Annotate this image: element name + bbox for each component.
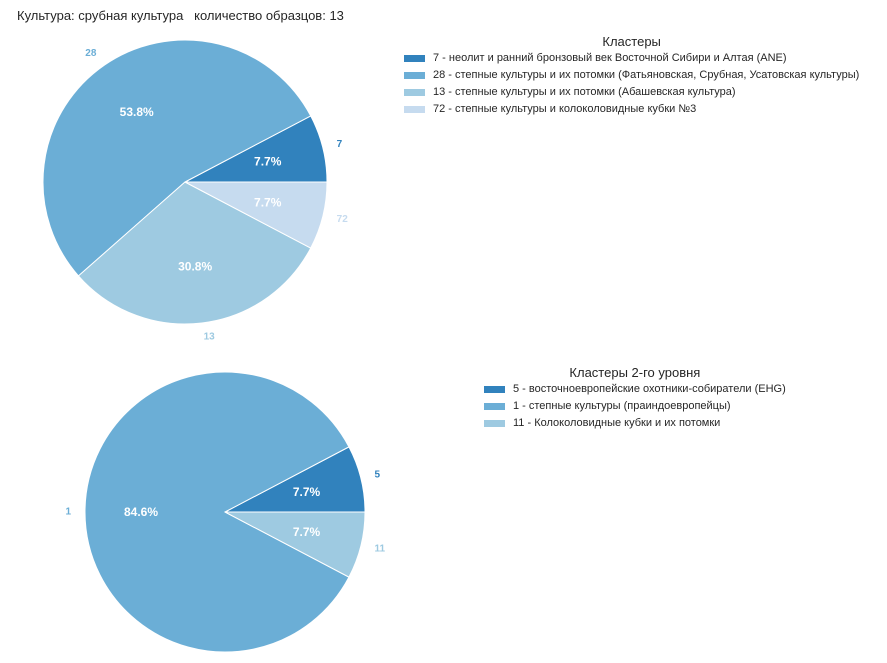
legend-entry: 1 - степные культуры (праиндоевропейцы) [484, 398, 786, 415]
legend-label: 1 - степные культуры (праиндоевропейцы) [513, 400, 731, 412]
legend-clusters: Кластеры 7 - неолит и ранний бронзовый ве… [400, 33, 863, 118]
legend-title: Кластеры 2-го уровня [569, 365, 701, 380]
legend-entry: 5 - восточноевропейские охотники-собират… [484, 381, 786, 398]
pct-label-28: 53.8% [120, 105, 154, 119]
legend-label: 7 - неолит и ранний бронзовый век Восточ… [433, 52, 787, 64]
pct-label-11: 7.7% [293, 525, 321, 539]
pct-label-1: 84.6% [124, 505, 158, 519]
legend-swatch [484, 420, 505, 427]
pct-label-13: 30.8% [178, 260, 212, 274]
legend-entry: 13 - степные культуры и их потомки (Абаш… [404, 84, 859, 101]
pie-chart-clusters-level2: 7.7% 5 84.6% 1 7.7% 11 [65, 371, 386, 653]
legend-label: 5 - восточноевропейские охотники-собират… [513, 383, 786, 395]
pie-chart-clusters: 7.7% 7 53.8% 28 30.8% 13 7.7% 72 [42, 39, 349, 343]
pie-slice-13 [77, 181, 312, 325]
legend-swatch [484, 386, 505, 393]
pct-label-7: 7.7% [254, 155, 282, 169]
legend-swatch [484, 403, 505, 410]
legend-label: 13 - степные культуры и их потомки (Абаш… [433, 86, 736, 98]
pie-slice-28 [42, 39, 312, 277]
legend-clusters-level2: Кластеры 2-го уровня 5 - восточноевропейс… [480, 364, 790, 432]
legend-entry: 72 - степные культуры и колоколовидные к… [404, 101, 859, 118]
slice-label-13: 13 [204, 332, 216, 343]
pie-slice-1 [84, 371, 350, 653]
slice-label-11: 11 [375, 543, 386, 554]
pct-label-72: 7.7% [254, 195, 282, 209]
pie-slice-72 [184, 181, 328, 249]
slice-label-1: 1 [65, 507, 71, 518]
legend-label: 11 - Колоколовидные кубки и их потомки [513, 417, 721, 429]
pie-slice-11 [224, 511, 366, 578]
slice-label-5: 5 [375, 470, 381, 481]
legend-entry: 11 - Колоколовидные кубки и их потомки [484, 415, 786, 432]
slice-label-28: 28 [85, 48, 97, 59]
slice-label-72: 72 [337, 214, 349, 225]
legend-swatch [404, 72, 425, 79]
legend-swatch [404, 89, 425, 96]
slice-label-7: 7 [337, 139, 343, 150]
legend-label: 72 - степные культуры и колоколовидные к… [433, 103, 697, 115]
legend-title: Кластеры [602, 34, 661, 49]
legend-entry: 28 - степные культуры и их потомки (Фать… [404, 67, 859, 84]
legend-swatch [404, 55, 425, 62]
legend-label: 28 - степные культуры и их потомки (Фать… [433, 69, 860, 81]
pct-label-5: 7.7% [293, 485, 321, 499]
legend-entry: 7 - неолит и ранний бронзовый век Восточ… [404, 50, 859, 67]
page-title: Культура: срубная культура количество об… [17, 8, 344, 23]
legend-swatch [404, 106, 425, 113]
